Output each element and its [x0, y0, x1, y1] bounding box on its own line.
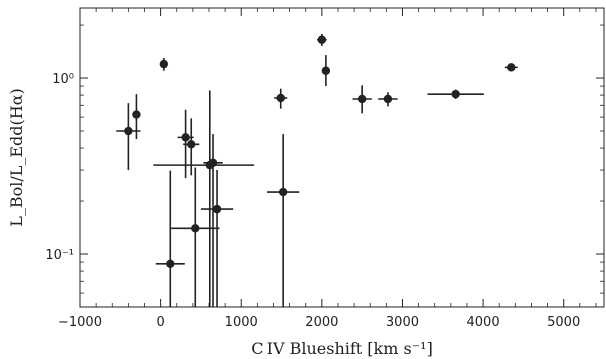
point-marker [317, 35, 327, 44]
data-point [200, 170, 234, 307]
x-tick-label: −1000 [58, 315, 102, 330]
point-marker [208, 158, 218, 167]
data-point [155, 170, 185, 307]
x-tick-label: 0 [156, 315, 164, 330]
data-point [203, 134, 223, 307]
data-point [153, 90, 255, 307]
point-marker [212, 204, 222, 214]
x-tick-label: 2000 [305, 315, 338, 330]
data-point [132, 94, 141, 140]
data-point [378, 92, 398, 107]
data-point [171, 167, 220, 307]
data-point [267, 134, 300, 307]
data-point [427, 89, 484, 100]
point-marker [159, 59, 169, 69]
x-tick-label: 5000 [547, 315, 580, 330]
point-marker [124, 126, 133, 136]
data-point [159, 57, 169, 71]
y-tick-label: 10⁻¹ [45, 248, 74, 263]
point-marker [166, 259, 175, 268]
data-point [274, 88, 288, 109]
point-marker [507, 63, 516, 72]
point-marker [187, 140, 196, 149]
point-marker [181, 133, 190, 142]
x-axis-label: C IV Blueshift [km s⁻¹] [251, 339, 433, 358]
major-ticks [79, 8, 604, 307]
point-marker [191, 224, 200, 233]
point-marker [451, 89, 460, 99]
minor-ticks [80, 8, 604, 308]
data-point [321, 55, 331, 87]
point-marker [278, 187, 288, 197]
point-marker [357, 94, 367, 104]
data-point [504, 63, 518, 72]
point-marker [321, 66, 331, 75]
data-point [352, 85, 372, 114]
point-marker [383, 94, 393, 104]
x-tick-label: 1000 [225, 315, 258, 330]
data-point [317, 33, 327, 47]
point-marker [276, 93, 285, 103]
x-tick-label: 3000 [386, 315, 419, 330]
point-marker [132, 110, 141, 119]
x-tick-label: 4000 [467, 315, 500, 330]
y-axis-label: L_Bol/L_Edd(Hα) [7, 88, 26, 227]
tick-labels: −1000 0 1000 2000 3000 4000 5000 10⁻¹ 10⁰ [45, 72, 580, 330]
y-tick-label: 10⁰ [52, 72, 74, 87]
plot-frame [79, 7, 605, 308]
data-points [116, 33, 518, 307]
